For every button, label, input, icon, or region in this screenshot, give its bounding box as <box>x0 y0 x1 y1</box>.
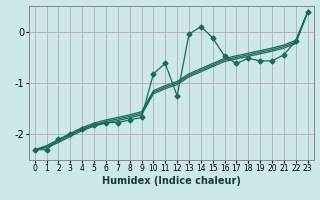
X-axis label: Humidex (Indice chaleur): Humidex (Indice chaleur) <box>102 176 241 186</box>
